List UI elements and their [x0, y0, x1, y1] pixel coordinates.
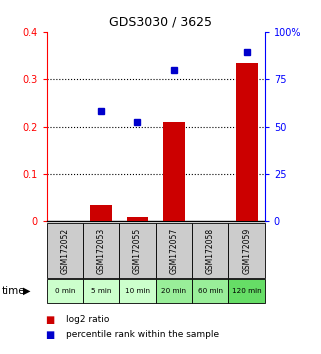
Bar: [236, 63, 257, 221]
Text: GSM172058: GSM172058: [206, 227, 215, 274]
Text: time: time: [2, 286, 25, 296]
Bar: [47, 223, 83, 278]
Text: ■: ■: [45, 315, 54, 325]
Bar: [126, 217, 148, 221]
Bar: [119, 279, 156, 303]
Text: 120 min: 120 min: [232, 288, 261, 293]
Bar: [156, 279, 192, 303]
Text: GDS3030 / 3625: GDS3030 / 3625: [109, 16, 212, 29]
Text: GSM172057: GSM172057: [169, 227, 178, 274]
Bar: [229, 223, 265, 278]
Text: GSM172053: GSM172053: [97, 227, 106, 274]
Bar: [83, 279, 119, 303]
Bar: [90, 205, 112, 221]
Text: 0 min: 0 min: [55, 288, 75, 293]
Text: ▶: ▶: [23, 286, 30, 296]
Bar: [192, 279, 229, 303]
Bar: [156, 223, 192, 278]
Text: GSM172059: GSM172059: [242, 227, 251, 274]
Bar: [83, 223, 119, 278]
Bar: [163, 122, 185, 221]
Text: GSM172052: GSM172052: [60, 227, 69, 274]
Bar: [192, 223, 229, 278]
Text: 10 min: 10 min: [125, 288, 150, 293]
Text: 60 min: 60 min: [198, 288, 223, 293]
Text: 5 min: 5 min: [91, 288, 111, 293]
Text: ■: ■: [45, 330, 54, 339]
Text: GSM172055: GSM172055: [133, 227, 142, 274]
Text: percentile rank within the sample: percentile rank within the sample: [66, 330, 219, 339]
Bar: [47, 279, 83, 303]
Bar: [229, 279, 265, 303]
Text: 20 min: 20 min: [161, 288, 187, 293]
Bar: [119, 223, 156, 278]
Text: log2 ratio: log2 ratio: [66, 315, 109, 324]
